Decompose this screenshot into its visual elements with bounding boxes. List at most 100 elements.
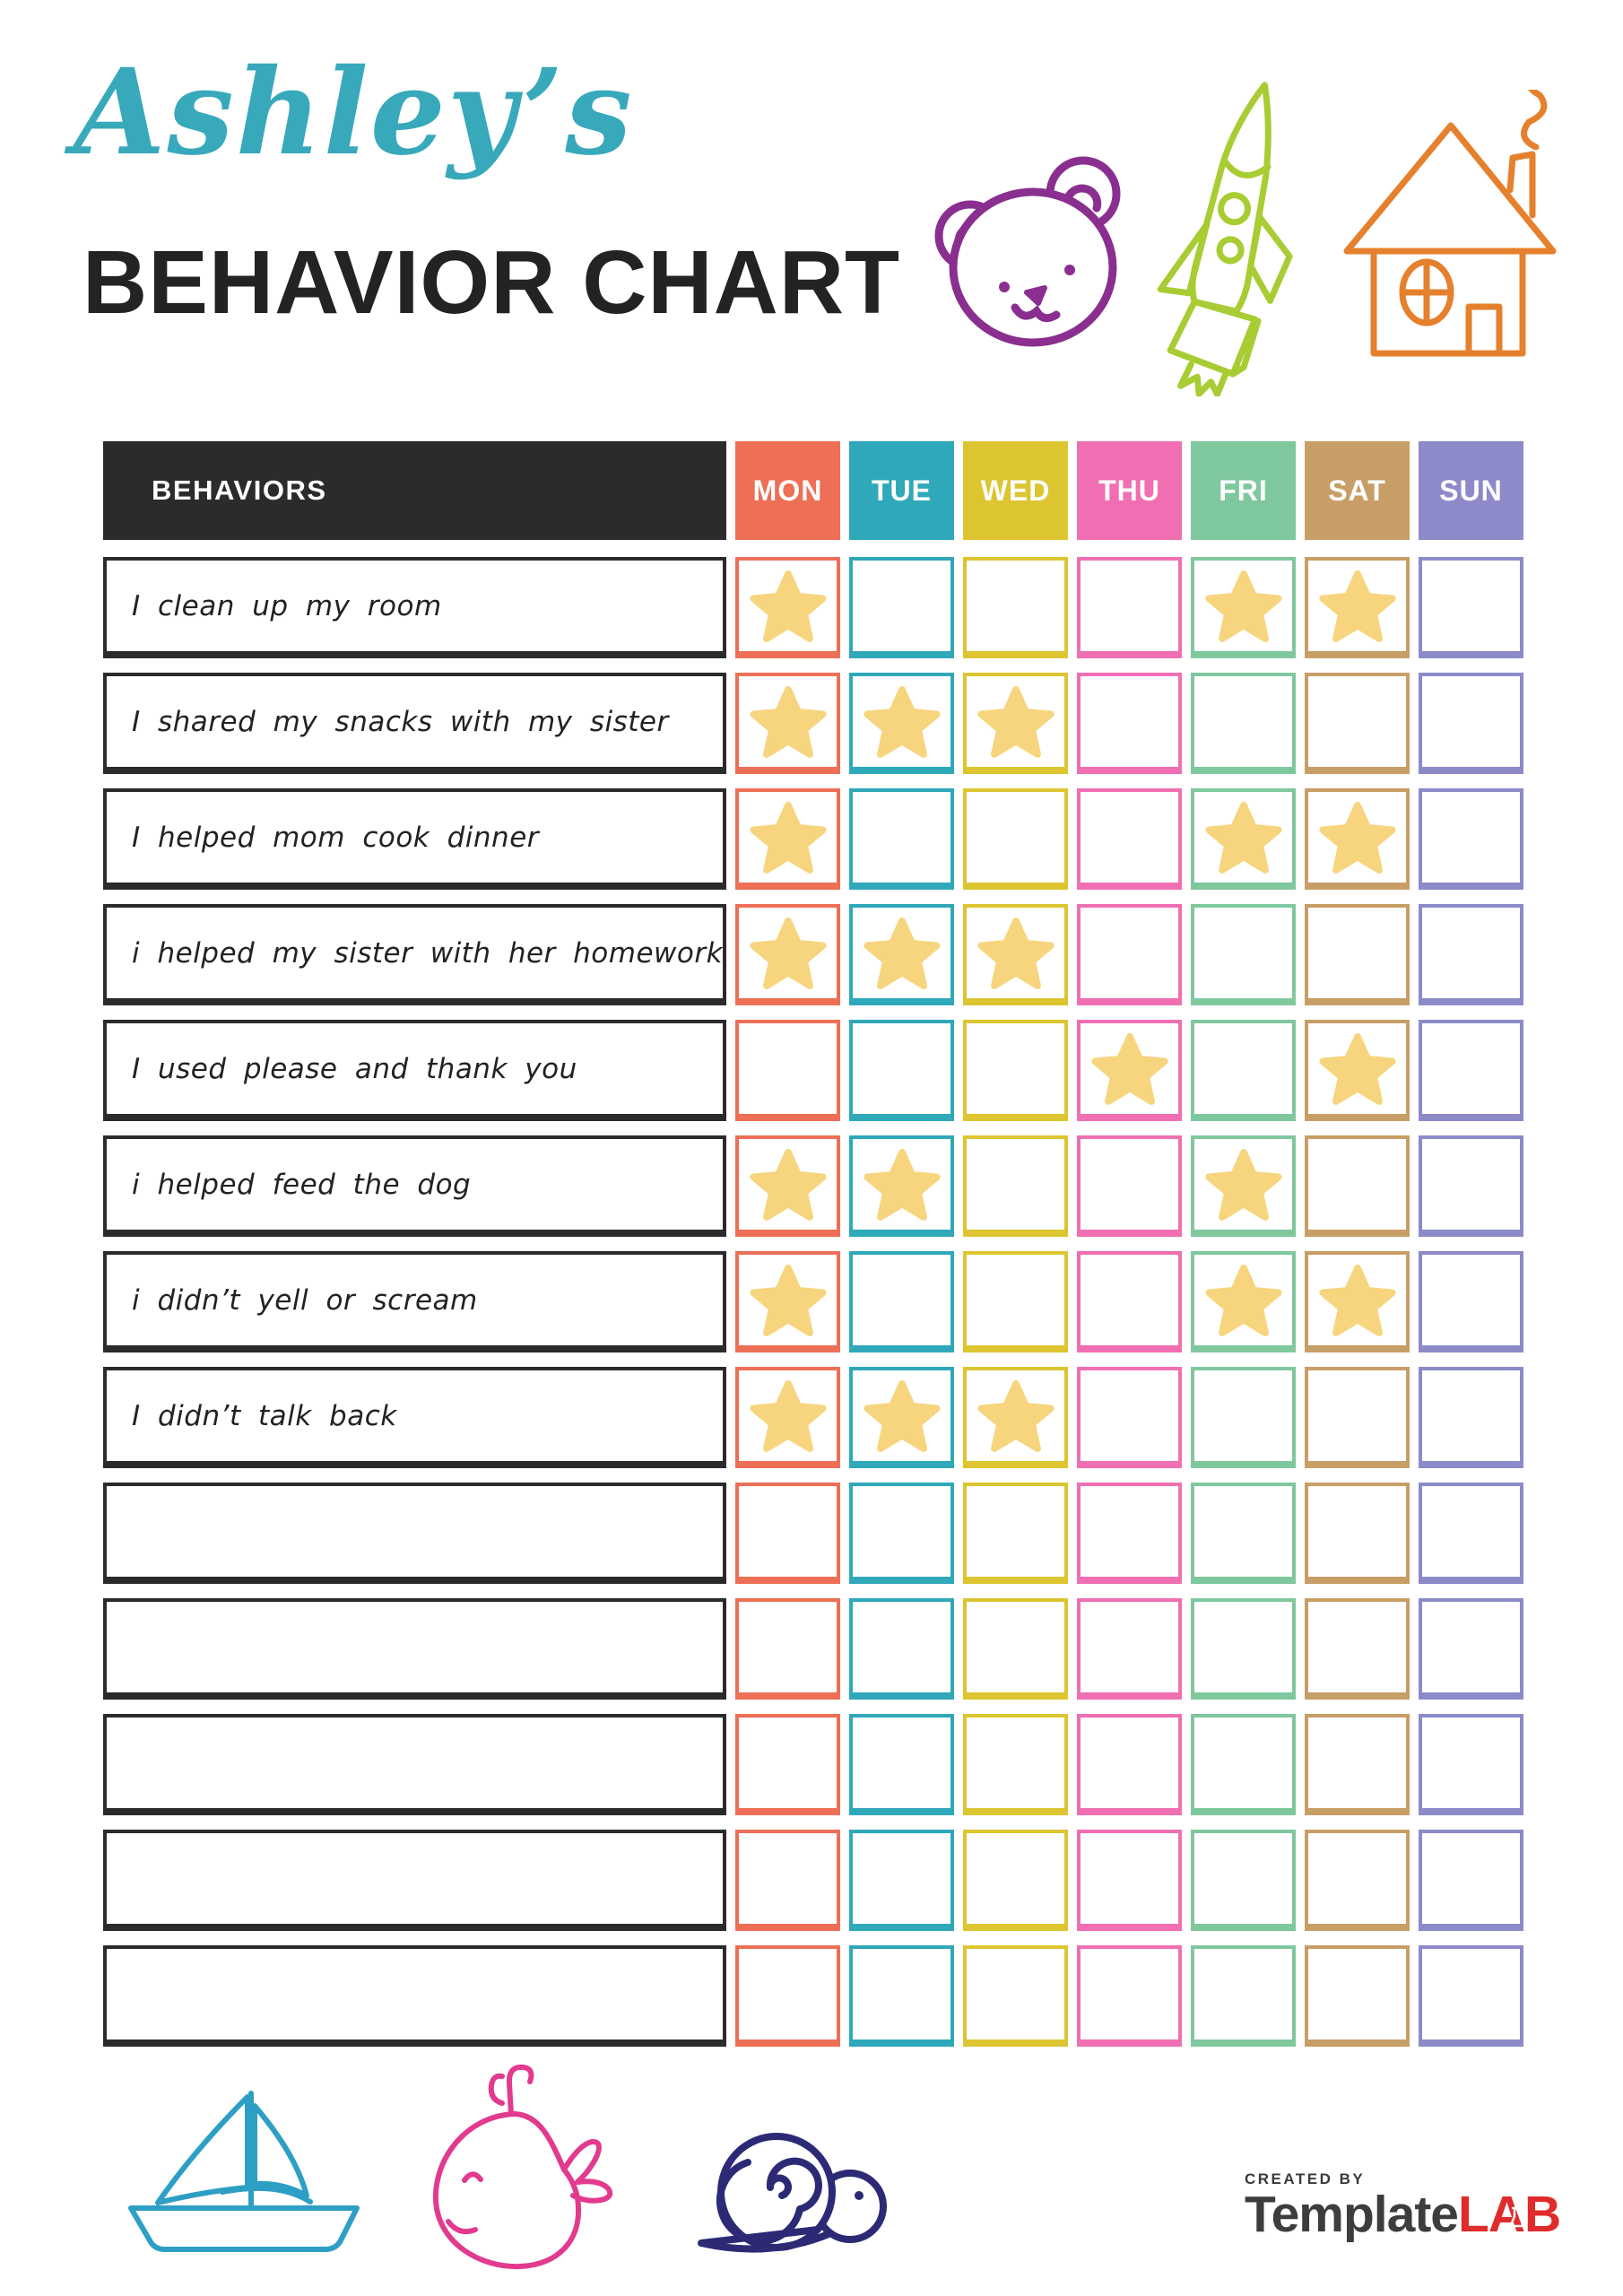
star-cell-sat-row-1 [1305, 557, 1410, 658]
behavior-label-row-13 [103, 1945, 726, 2047]
star-cell-fri-row-2 [1191, 673, 1296, 774]
star-cell-sat-row-4 [1305, 904, 1410, 1005]
credit-label: CREATED BY [1245, 2170, 1366, 2187]
page-title: BEHAVIOR CHART [82, 232, 901, 333]
star-cell-sat-row-7 [1305, 1251, 1410, 1352]
behavior-label-row-4: i helped my sister with her homework [103, 904, 726, 1005]
star-icon [863, 1148, 941, 1221]
behavior-label-row-11 [103, 1714, 726, 1815]
star-cell-wed-row-12 [963, 1830, 1068, 1931]
owner-name: Ashley’s [74, 43, 634, 182]
star-cell-wed-row-5 [963, 1020, 1068, 1121]
star-cell-thu-row-11 [1077, 1714, 1182, 1815]
star-icon [1204, 1148, 1282, 1221]
behavior-label-row-7: i didn’t yell or scream [103, 1251, 726, 1352]
star-cell-tue-row-4 [849, 904, 954, 1005]
star-cell-wed-row-9 [963, 1483, 1068, 1584]
star-cell-mon-row-8 [735, 1367, 840, 1468]
flask-icon [1507, 2206, 1527, 2237]
star-cell-fri-row-1 [1191, 557, 1296, 658]
star-cell-sat-row-5 [1305, 1020, 1410, 1121]
star-cell-sat-row-6 [1305, 1135, 1410, 1237]
star-cell-fri-row-3 [1191, 788, 1296, 890]
star-cell-thu-row-13 [1077, 1945, 1182, 2047]
star-cell-thu-row-10 [1077, 1598, 1182, 1700]
star-cell-mon-row-9 [735, 1483, 840, 1584]
star-cell-mon-row-7 [735, 1251, 840, 1352]
star-cell-tue-row-13 [849, 1945, 954, 2047]
star-icon [749, 917, 827, 989]
star-icon [1204, 570, 1282, 642]
star-icon [976, 917, 1055, 989]
bear-icon [934, 156, 1121, 347]
star-cell-sun-row-9 [1419, 1483, 1523, 1584]
star-cell-sat-row-12 [1305, 1830, 1410, 1931]
house-icon [1343, 90, 1557, 357]
star-cell-fri-row-9 [1191, 1483, 1296, 1584]
star-cell-thu-row-7 [1077, 1251, 1182, 1352]
day-header-mon: MON [735, 441, 840, 540]
star-cell-fri-row-4 [1191, 904, 1296, 1005]
star-icon [1318, 570, 1396, 642]
star-cell-fri-row-8 [1191, 1367, 1296, 1468]
behavior-table: BEHAVIORS MON TUE WED THU FRI SAT SUN I clean up… [103, 441, 1523, 2047]
behavior-label-row-6: i helped feed the dog [103, 1135, 726, 1237]
star-icon [749, 801, 827, 874]
star-cell-tue-row-3 [849, 788, 954, 890]
star-cell-mon-row-3 [735, 788, 840, 890]
star-cell-mon-row-10 [735, 1598, 840, 1700]
star-cell-thu-row-2 [1077, 673, 1182, 774]
star-cell-sun-row-4 [1419, 904, 1523, 1005]
star-cell-mon-row-13 [735, 1945, 840, 2047]
star-cell-fri-row-7 [1191, 1251, 1296, 1352]
star-cell-sun-row-3 [1419, 788, 1523, 890]
behavior-label-row-10 [103, 1598, 726, 1700]
star-cell-wed-row-6 [963, 1135, 1068, 1237]
day-header-wed: WED [963, 441, 1068, 540]
whale-icon [432, 2064, 613, 2270]
star-cell-fri-row-5 [1191, 1020, 1296, 1121]
behavior-label-row-12 [103, 1830, 726, 1931]
star-cell-wed-row-3 [963, 788, 1068, 890]
star-cell-tue-row-12 [849, 1830, 954, 1931]
star-cell-sat-row-3 [1305, 788, 1410, 890]
star-cell-fri-row-10 [1191, 1598, 1296, 1700]
behavior-label-row-3: I helped mom cook dinner [103, 788, 726, 890]
star-cell-thu-row-1 [1077, 557, 1182, 658]
star-icon [976, 685, 1055, 758]
star-cell-mon-row-1 [735, 557, 840, 658]
star-cell-wed-row-13 [963, 1945, 1068, 2047]
star-cell-fri-row-13 [1191, 1945, 1296, 2047]
star-cell-sat-row-11 [1305, 1714, 1410, 1815]
star-cell-sat-row-2 [1305, 673, 1410, 774]
star-icon [1318, 1032, 1396, 1105]
star-cell-mon-row-11 [735, 1714, 840, 1815]
star-cell-thu-row-5 [1077, 1020, 1182, 1121]
brand-primary: Template [1245, 2186, 1459, 2243]
star-cell-wed-row-4 [963, 904, 1068, 1005]
star-cell-sun-row-5 [1419, 1020, 1523, 1121]
star-cell-tue-row-7 [849, 1251, 954, 1352]
star-icon [1204, 1264, 1282, 1336]
behavior-label-row-8: I didn’t talk back [103, 1367, 726, 1468]
star-cell-mon-row-6 [735, 1135, 840, 1237]
credit-logo: CREATED BY TemplateLAB [1245, 2170, 1561, 2243]
rocket-icon [1157, 82, 1293, 396]
star-cell-thu-row-4 [1077, 904, 1182, 1005]
star-icon [863, 917, 941, 989]
day-header-sat: SAT [1305, 441, 1410, 540]
star-icon [749, 570, 827, 642]
star-icon [1318, 801, 1396, 874]
star-cell-thu-row-8 [1077, 1367, 1182, 1468]
star-icon [749, 685, 827, 758]
behavior-label-row-1: I clean up my room [103, 557, 726, 658]
behavior-label-row-5: I used please and thank you [103, 1020, 726, 1121]
star-cell-sun-row-13 [1419, 1945, 1523, 2047]
star-cell-wed-row-8 [963, 1367, 1068, 1468]
behavior-label-row-2: I shared my snacks with my sister [103, 673, 726, 774]
star-cell-wed-row-10 [963, 1598, 1068, 1700]
star-cell-fri-row-11 [1191, 1714, 1296, 1815]
star-cell-sun-row-2 [1419, 673, 1523, 774]
star-cell-wed-row-1 [963, 557, 1068, 658]
sailboat-icon [128, 2091, 360, 2252]
